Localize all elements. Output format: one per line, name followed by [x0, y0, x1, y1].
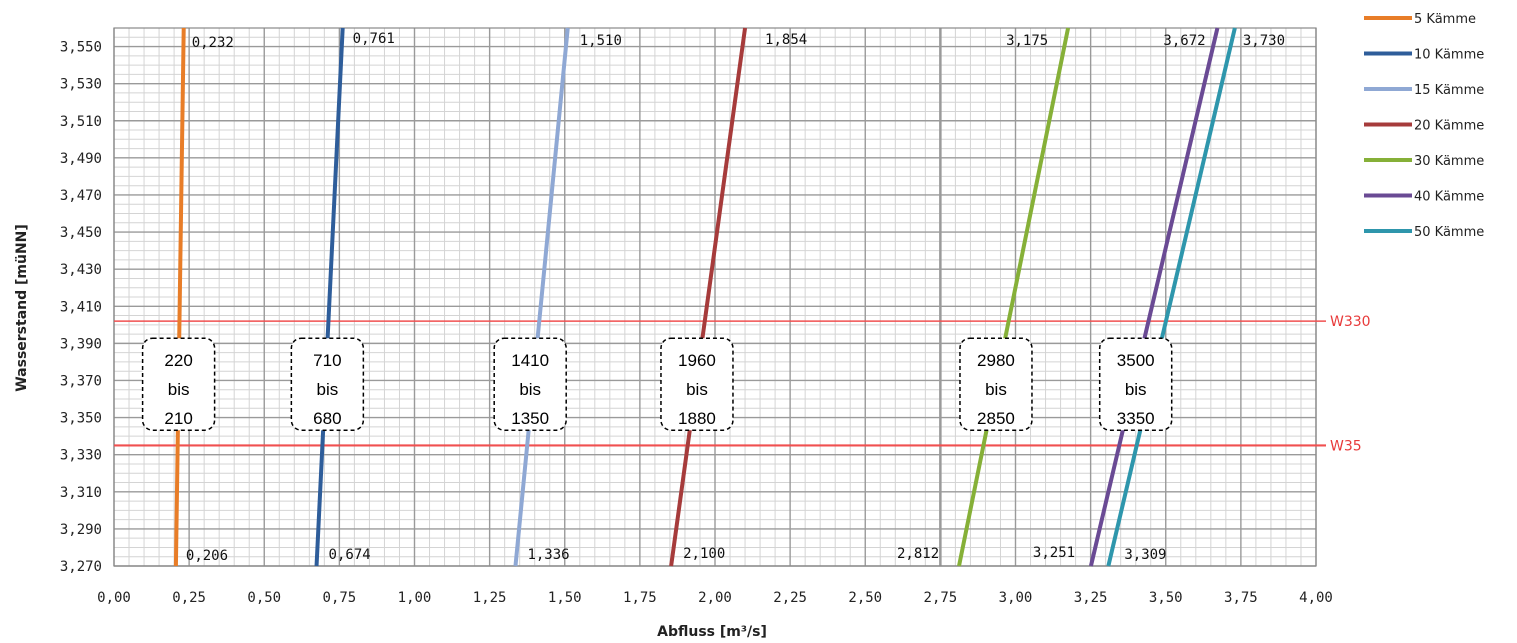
series-bottom-label: 3,309 [1124, 547, 1166, 563]
range-box-text: 680 [313, 409, 341, 428]
y-tick-label: 3,370 [60, 373, 102, 389]
y-tick-label: 3,390 [60, 336, 102, 352]
reference-lines: W330 W35 [114, 314, 1371, 454]
series-bottom-label: 2,100 [683, 546, 725, 562]
x-tick-label: 2,50 [848, 590, 882, 606]
range-box-text: 220 [164, 351, 192, 370]
legend-label: 40 Kämme [1414, 190, 1484, 205]
series-top-label: 3,672 [1163, 33, 1205, 49]
end-labels: 0,232 0,206 0,761 0,674 1,510 1,336 1,854 2,100… [186, 31, 1285, 564]
range-box-text: bis [519, 380, 541, 399]
series-top-label: 1,510 [580, 33, 622, 49]
series-top-label: 1,854 [765, 32, 807, 48]
range-box-text: 210 [164, 409, 192, 428]
x-tick-label: 0,50 [247, 590, 281, 606]
y-tick-label: 3,550 [60, 40, 102, 56]
legend-label: 10 Kämme [1414, 48, 1484, 63]
y-tick-label: 3,470 [60, 188, 102, 204]
series-line-6 [1088, 27, 1220, 567]
reference-line-label: W35 [1330, 438, 1362, 454]
legend-label: 15 Kämme [1414, 83, 1484, 98]
range-box [959, 337, 1033, 431]
x-axis-title: Abfluss [m³/s] [657, 624, 767, 640]
range-box [1098, 337, 1173, 431]
legend-label: 30 Kämme [1414, 154, 1484, 169]
series-top-label: 0,761 [353, 31, 395, 47]
series-top-label: 0,232 [192, 35, 234, 51]
range-box [141, 337, 216, 431]
range-box-text: bis [316, 380, 338, 399]
legend-label: 50 Kämme [1414, 225, 1484, 240]
x-tick-labels: 0,00 0,25 0,50 0,75 1,00 1,25 1,50 1,75 2,00 2,25… [97, 590, 1333, 606]
series-line-3 [513, 27, 570, 567]
series-line-2 [314, 27, 345, 567]
y-tick-label: 3,310 [60, 485, 102, 501]
range-box-text: 1880 [678, 409, 716, 428]
y-tick-label: 3,450 [60, 225, 102, 241]
series-bottom-label: 0,674 [329, 547, 371, 563]
series-line-4 [669, 27, 748, 567]
y-tick-label: 3,530 [60, 77, 102, 93]
y-tick-labels: 3,270 3,290 3,310 3,330 3,350 3,370 3,390 3,410… [60, 40, 102, 575]
range-box-text: bis [168, 380, 190, 399]
range-box-text: 710 [313, 351, 341, 370]
x-tick-label: 0,25 [172, 590, 206, 606]
range-boxes: 220 bis 210 710 bis 680 1410 bis 1350 1960 bis 1880… [141, 337, 1173, 431]
series-bottom-label: 3,251 [1033, 545, 1075, 561]
range-box-text: 2980 [977, 351, 1015, 370]
y-tick-label: 3,350 [60, 411, 102, 427]
series-top-label: 3,730 [1243, 33, 1285, 49]
range-box-text: bis [686, 380, 708, 399]
series-line-1 [173, 27, 186, 567]
range-box [493, 337, 567, 431]
series-lines [173, 27, 1237, 567]
x-tick-label: 0,00 [97, 590, 131, 606]
x-tick-label: 1,25 [473, 590, 507, 606]
range-box-text: 1960 [678, 351, 716, 370]
x-tick-label: 1,50 [548, 590, 582, 606]
y-axis-title: Wasserstand [müNN] [14, 224, 30, 392]
x-tick-label: 2,75 [924, 590, 958, 606]
range-box-text: 1410 [511, 351, 549, 370]
legend-label: 5 Kämme [1414, 12, 1476, 27]
x-tick-label: 2,25 [773, 590, 807, 606]
y-tick-label: 3,410 [60, 299, 102, 315]
x-tick-label: 3,00 [999, 590, 1033, 606]
series-line-5 [957, 27, 1071, 567]
series-line-7 [1106, 27, 1237, 567]
y-tick-label: 3,290 [60, 522, 102, 538]
x-tick-label: 1,00 [398, 590, 432, 606]
reference-line-label: W330 [1330, 314, 1371, 330]
y-tick-label: 3,430 [60, 262, 102, 278]
x-tick-label: 2,00 [698, 590, 732, 606]
x-tick-label: 4,00 [1299, 590, 1333, 606]
series-bottom-label: 1,336 [527, 547, 569, 563]
range-box-text: 1350 [511, 409, 549, 428]
x-tick-label: 1,75 [623, 590, 657, 606]
range-box [290, 337, 365, 431]
x-tick-label: 3,75 [1224, 590, 1258, 606]
range-box [660, 337, 734, 431]
plot-border [113, 27, 1317, 567]
x-tick-label: 0,75 [323, 590, 357, 606]
series-top-label: 3,175 [1006, 33, 1048, 49]
y-tick-label: 3,330 [60, 448, 102, 464]
range-box-text: bis [1125, 380, 1147, 399]
series-bottom-label: 2,812 [897, 546, 939, 562]
x-tick-label: 3,25 [1074, 590, 1108, 606]
grid-lines [113, 27, 1317, 567]
legend: 5 Kämme 10 Kämme 15 Kämme 20 Kämme 30 Kämme 4… [1364, 12, 1484, 240]
y-tick-label: 3,490 [60, 151, 102, 167]
legend-label: 20 Kämme [1414, 119, 1484, 134]
series-bottom-label: 0,206 [186, 548, 228, 564]
range-box-text: 3500 [1117, 351, 1155, 370]
range-box-text: 2850 [977, 409, 1015, 428]
range-box-text: bis [985, 380, 1007, 399]
y-tick-label: 3,510 [60, 114, 102, 130]
y-tick-label: 3,270 [60, 559, 102, 575]
x-tick-label: 3,50 [1149, 590, 1183, 606]
range-box-text: 3350 [1117, 409, 1155, 428]
